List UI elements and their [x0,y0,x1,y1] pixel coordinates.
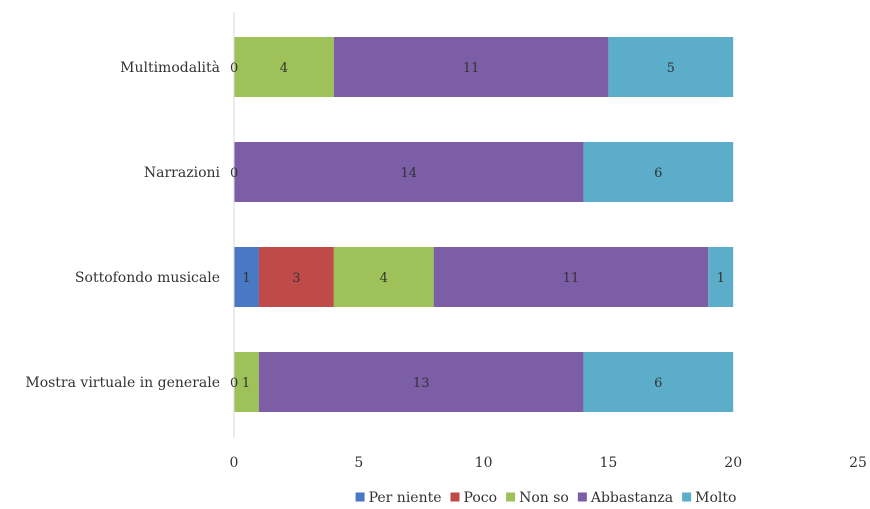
bar-mostra-virtuale-in-generale-molto [583,352,734,412]
bar-narrazioni-molto [583,142,734,202]
category-label-mostra-virtuale-in-generale: Mostra virtuale in generale [25,375,220,391]
data-label-multimodalita-abbastanza: 11 [463,61,480,76]
data-label-multimodalita-non-so: 4 [280,61,288,76]
data-label-mostra-virtuale-in-generale-molto: 6 [654,376,662,391]
data-label-sottofondo-musicale-per-niente: 1 [242,271,250,286]
x-tick-labels: 0 5 10 15 20 25 [230,455,867,471]
bar-mostra-virtuale-in-generale-abbastanza [258,352,584,412]
bar-multimodalita-molto [608,37,734,97]
bar-sottofondo-musicale-molto [708,247,734,307]
legend-swatch-poco [450,492,460,502]
bar-narrazioni-abbastanza [234,142,584,202]
data-label-mostra-virtuale-in-generale-non-so: 1 [242,376,250,391]
x-tick-label-10: 10 [475,455,493,471]
bar-sottofondo-musicale-non-so [333,247,434,307]
legend-swatch-non-so [506,492,516,502]
legend-label-molto: Molto [695,490,736,505]
x-tick-label-5: 5 [354,455,363,471]
category-label-narrazioni: Narrazioni [144,165,221,181]
data-label-multimodalita-per-niente: 0 [230,61,238,76]
bar-sottofondo-musicale-poco [258,247,334,307]
data-label-sottofondo-musicale-poco: 3 [292,271,300,286]
x-tick-label-20: 20 [724,455,742,471]
legend-swatch-per-niente [355,492,365,502]
data-label-mostra-virtuale-in-generale-abbastanza: 13 [413,376,430,391]
x-tick-label-15: 15 [599,455,617,471]
category-labels-layer: Multimodalità Narrazioni Sottofondo musica… [25,59,220,391]
category-label-multimodalita: Multimodalità [120,59,220,76]
data-label-sottofondo-musicale-non-so: 4 [380,271,388,286]
bar-mostra-virtuale-in-generale-non-so [234,352,259,412]
data-label-sottofondo-musicale-molto: 1 [717,271,725,286]
x-tick-label-0: 0 [230,455,239,471]
data-label-narrazioni-per-niente: 0 [230,166,238,181]
legend-swatch-molto [682,492,692,502]
data-labels-layer: 0 4 11 50 14 61 3 4 11 10 1 13 6 [230,61,725,391]
bar-multimodalita-non-so [234,37,334,97]
bars-layer [234,37,734,412]
data-label-mostra-virtuale-in-generale-per-niente: 0 [230,376,238,391]
bar-sottofondo-musicale-per-niente [234,247,259,307]
data-label-multimodalita-molto: 5 [667,61,675,76]
data-label-sottofondo-musicale-abbastanza: 11 [563,271,580,286]
legend: Per niente Poco Non so Abbastanza Molto [355,490,736,506]
x-tick-label-25: 25 [849,455,867,471]
legend-swatch-abbastanza [577,492,587,502]
data-label-narrazioni-abbastanza: 14 [400,166,417,181]
legend-label-abbastanza: Abbastanza [590,490,673,505]
bar-sottofondo-musicale-abbastanza [433,247,709,307]
legend-label-non-so: Non so [519,490,569,505]
data-label-narrazioni-molto: 6 [654,166,662,181]
legend-label-poco: Poco [464,490,498,505]
legend-label-per-niente: Per niente [369,490,442,505]
bar-multimodalita-abbastanza [333,37,609,97]
category-label-sottofondo-musicale: Sottofondo musicale [75,270,220,286]
